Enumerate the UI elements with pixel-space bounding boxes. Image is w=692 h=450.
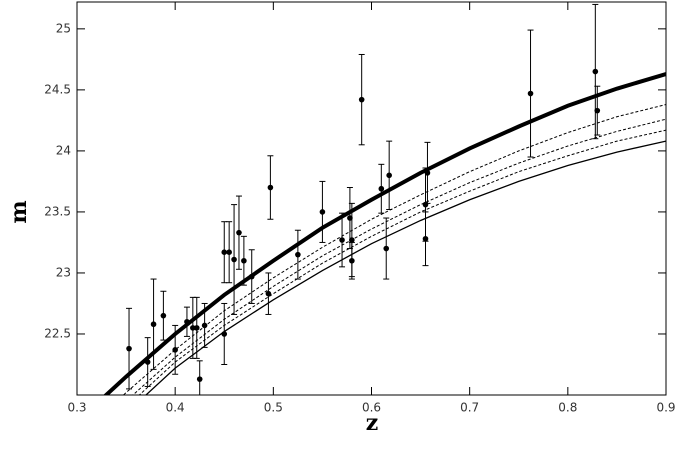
y-tick-label: 24.5 (44, 82, 71, 96)
data-point (221, 331, 228, 337)
data-point (196, 376, 203, 382)
data-point (424, 170, 431, 176)
x-tick-label: 0.6 (362, 401, 381, 415)
data-point (347, 215, 353, 221)
y-tick-label: 22.5 (44, 326, 71, 340)
data-point (295, 251, 301, 258)
x-tick-label: 0.9 (656, 401, 675, 415)
data-point (144, 359, 151, 365)
data-point (190, 325, 196, 331)
model-curve (103, 72, 666, 395)
data-point (267, 184, 274, 191)
model-curve (132, 118, 666, 395)
x-tick-label: 0.4 (166, 401, 185, 415)
data-point (201, 322, 208, 329)
x-axis-label: z (366, 410, 379, 436)
curves (103, 3, 666, 395)
x-tick-label: 0.3 (67, 401, 86, 415)
data-point (594, 107, 601, 114)
data-point (160, 312, 167, 319)
data-point (172, 347, 178, 353)
data-point (193, 325, 200, 331)
data-point (150, 321, 157, 328)
data-point (184, 318, 190, 325)
y-tick-label: 25 (56, 21, 71, 35)
data-point (349, 237, 355, 243)
y-tick-label: 23.5 (44, 204, 71, 218)
data-point (349, 257, 355, 264)
data-point (358, 96, 365, 103)
data-point (248, 273, 255, 280)
y-tick-label: 24 (56, 143, 71, 157)
data-point (265, 290, 272, 297)
data-point (236, 229, 242, 236)
data-point (241, 257, 247, 264)
y-axis-label: m (6, 200, 32, 223)
data-point (126, 345, 132, 352)
data-point (221, 249, 228, 256)
data-point (386, 172, 392, 179)
data-point (378, 185, 385, 192)
data-point (339, 237, 345, 243)
data-point (383, 245, 390, 252)
data-point (231, 256, 237, 263)
data-point (226, 249, 232, 256)
x-tick-label: 0.7 (460, 401, 479, 415)
y-tick-label: 23 (56, 265, 71, 279)
data-point (319, 209, 326, 215)
data-point (527, 90, 534, 97)
data-point (592, 68, 599, 75)
x-tick-label: 0.8 (558, 401, 577, 415)
x-tick-label: 0.5 (264, 401, 283, 415)
